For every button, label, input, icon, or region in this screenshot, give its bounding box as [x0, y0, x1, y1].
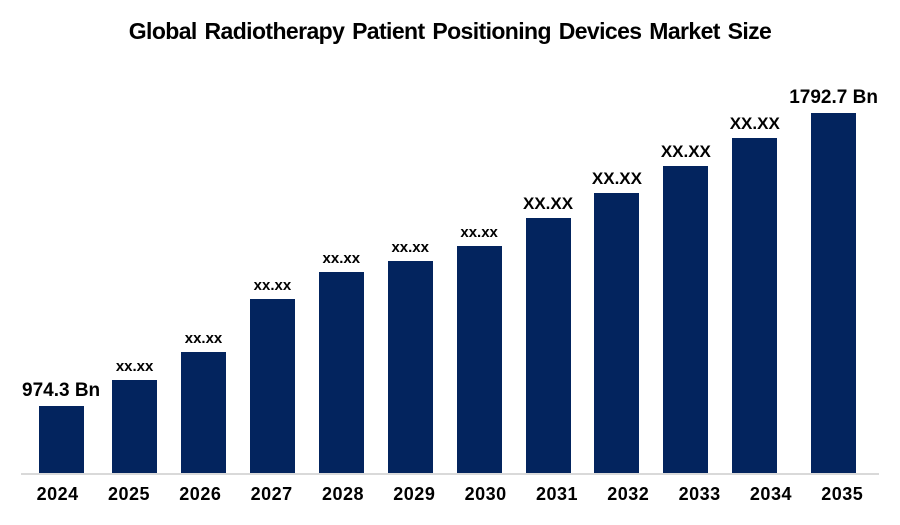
x-axis-labels: 2024 2025 2026 2027 2028 2029 2030 2031 2032 2033… [22, 484, 878, 505]
bar [38, 406, 84, 473]
bar-column-2035: 1792.7 Bn [789, 88, 878, 473]
bar-column-2029: xx.xx [376, 240, 445, 473]
x-tick-label: 2026 [179, 484, 222, 504]
bar [387, 261, 433, 473]
bar-column-2026: xx.xx [169, 331, 238, 473]
x-tick-label: 2029 [393, 484, 436, 504]
bar-value-label: xx.xx [253, 277, 292, 294]
bar [249, 299, 295, 473]
bar [181, 352, 227, 473]
bar [456, 246, 502, 473]
bar-value-label: 1792.7 Bn [789, 87, 878, 108]
x-tick-label: 2034 [749, 484, 792, 504]
bar-column-2031: XX.XX [514, 195, 583, 473]
bar [732, 138, 778, 473]
bar-value-label: xx.xx [460, 224, 498, 241]
bar-value-label: xx.xx [391, 239, 429, 256]
bar-value-label: XX.XX [591, 169, 642, 188]
chart-title: Global Radiotherapy Patient Positioning … [128, 18, 772, 44]
bar [594, 193, 640, 473]
bar-column-2033: XX.XX [651, 143, 720, 473]
x-tick-label: 2031 [535, 484, 578, 504]
x-tick-label: 2028 [321, 484, 364, 504]
bar-value-label: 974.3 Bn [22, 380, 101, 401]
bar-column-2027: xx.xx [238, 278, 307, 473]
bar-column-2032: XX.XX [583, 170, 652, 473]
x-tick-label: 2033 [678, 484, 721, 504]
x-axis-line [21, 473, 879, 475]
bar-value-label: XX.XX [729, 114, 780, 133]
bar [112, 380, 158, 473]
bar-value-label: XX.XX [523, 194, 574, 213]
x-tick-label: 2024 [36, 484, 79, 504]
bar-column-2034: XX.XX [720, 115, 789, 473]
bar-value-label: xx.xx [184, 330, 223, 347]
bar-column-2024: 974.3 Bn [22, 381, 100, 473]
x-tick-label: 2030 [464, 484, 507, 504]
bar [525, 218, 571, 473]
x-tick-label: 2027 [250, 484, 293, 504]
x-tick-label: 2025 [107, 484, 151, 504]
bar-value-label: XX.XX [660, 142, 711, 161]
x-tick-label: 2035 [821, 484, 864, 504]
x-tick-label: 2032 [607, 484, 650, 504]
bar-column-2030: xx.xx [445, 225, 514, 473]
bar-column-2028: xx.xx [307, 251, 376, 473]
bar-value-label: xx.xx [322, 250, 361, 267]
bar-value-label: xx.xx [115, 358, 154, 375]
bar [663, 166, 709, 473]
bar [811, 113, 857, 473]
bar [318, 272, 364, 473]
bar-column-2025: xx.xx [100, 359, 169, 473]
